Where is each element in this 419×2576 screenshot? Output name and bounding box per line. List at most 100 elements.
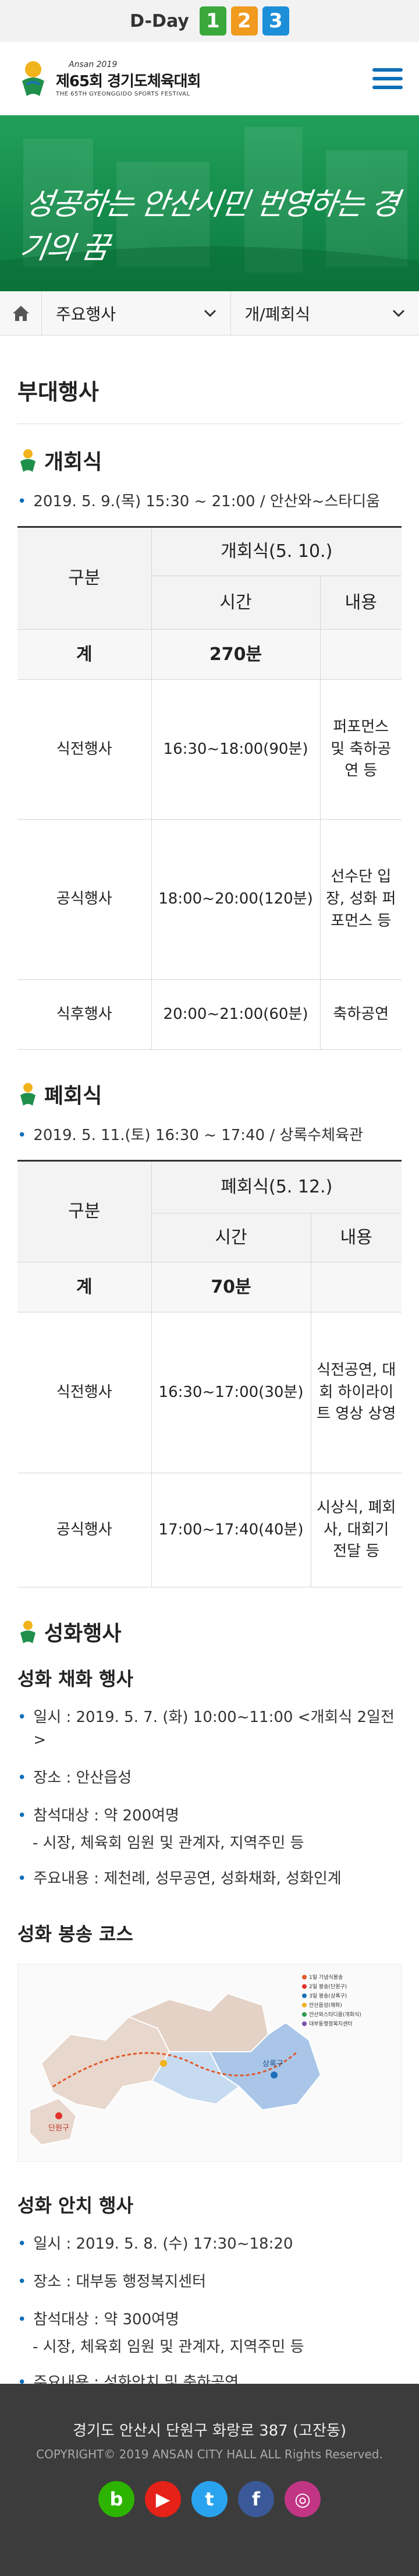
emblem-icon (20, 449, 35, 472)
opening-info: • 2019. 5. 9.(목) 15:30 ~ 21:00 / 안산와~스타디움 (17, 491, 402, 513)
menu-dropdown-sub[interactable]: 개/폐회식 (231, 291, 419, 335)
festival-emblem-icon (22, 61, 44, 96)
closing-info-text: 2019. 5. 11.(토) 16:30 ~ 17:40 / 상록수체육관 (33, 1127, 363, 1144)
sub-navigation: 주요행사 개/폐회식 (0, 291, 419, 336)
section-title-opening: 개회식 (17, 445, 402, 475)
menu-dropdown-main[interactable]: 주요행사 (42, 291, 231, 335)
sns-links: b ▶ t f ◎ (0, 2481, 419, 2517)
collect-main-text: 주요내용 : 제천례, 성무공연, 성화채화, 성화인계 (33, 1870, 342, 1887)
place-date: • 일시 : 2019. 5. 8. (수) 17:30~18:20 (17, 2233, 402, 2256)
collect-people: • 참석대상 : 약 200여명 (17, 1805, 402, 1827)
place-place: • 장소 : 대부동 행정복지센터 (17, 2271, 402, 2293)
opening-info-text: 2019. 5. 9.(목) 15:30 ~ 21:00 / 안산와~스타디움 (33, 493, 381, 510)
table-total-value: 270분 (151, 629, 321, 680)
dday-bar: D-Day 1 2 3 (0, 0, 419, 42)
hero-banner: 성공하는 안산시민 번영하는 경기의 꿈 (0, 115, 419, 291)
table-total-label: 계 (17, 1262, 152, 1312)
dday-digit: 3 (262, 6, 289, 36)
instagram-icon[interactable]: ◎ (285, 2481, 321, 2517)
hamburger-icon[interactable] (372, 66, 403, 91)
footer-address: 경기도 안산시 단원구 화랑로 387 (고잔동) (72, 2422, 347, 2440)
logo-title: 제65회 경기도체육대회 (56, 72, 201, 90)
closing-table: 구분 폐회식(5. 12.) 시간 내용 계 70분 식전행사 16:30~17… (17, 1160, 402, 1587)
table-cell-content: 시상식, 폐회사, 대회기 전달 등 (310, 1473, 402, 1587)
home-icon (12, 305, 29, 321)
facebook-icon[interactable]: f (238, 2481, 274, 2517)
chevron-down-icon (204, 309, 216, 317)
table-header-group: 폐회식(5. 12.) (151, 1160, 402, 1213)
closing-info: • 2019. 5. 11.(토) 16:30 ~ 17:40 / 상록수체육관 (17, 1124, 402, 1147)
menu-dropdown-label: 개/폐회식 (244, 304, 310, 324)
table-header-content: 내용 (310, 1213, 402, 1262)
map-legend-item: 2일 봉송(단원구) (309, 1984, 347, 1990)
map-legend-item: 3일 봉송(상록구) (309, 1993, 347, 1999)
table-header-group: 개회식(5. 10.) (151, 527, 402, 576)
map-legend-item: 안산와스타디움(개회식) (309, 2011, 361, 2018)
blog-icon[interactable]: b (98, 2481, 134, 2517)
torch-place-title: 성화 안치 행사 (17, 2194, 133, 2217)
place-people: • 참석대상 : 약 300여명 (17, 2309, 402, 2331)
table-cell-label: 공식행사 (17, 819, 152, 980)
torch-course-map: 단원구 상록구 1일 기념식봉송 2일 봉송(단원구) 3일 봉송(상록구) 안… (17, 1964, 402, 2162)
collect-date: • 일시 : 2019. 5. 7. (화) 10:00~11:00 <개회식 2… (17, 1706, 402, 1752)
site-header: Ansan 2019 제65회 경기도체육대회 THE 65TH GYEONGG… (0, 42, 419, 115)
table-cell-content: 퍼포먼스 및 축하공연 등 (319, 679, 402, 820)
logo-english: THE 65TH GYEONGGIDO SPORTS FESTIVAL (56, 90, 190, 97)
collect-date-text: 일시 : 2019. 5. 7. (화) 10:00~11:00 <개회식 2일… (33, 1709, 395, 1749)
map-legend-item: 대부동행정복지센터 (309, 2020, 353, 2027)
home-button[interactable] (0, 291, 42, 335)
emblem-icon (20, 1083, 35, 1106)
table-total-label: 계 (17, 629, 152, 680)
torch-collect-title: 성화 채화 행사 (17, 1668, 133, 1690)
site-logo[interactable]: Ansan 2019 제65회 경기도체육대회 THE 65TH GYEONGG… (16, 58, 201, 100)
section-title-text: 폐회식 (44, 1084, 102, 1108)
table-total-value: 70분 (151, 1262, 311, 1312)
collect-people-sub: - 시장, 체육회 임원 및 관계자, 지역주민 등 (33, 1834, 304, 1852)
table-row: 식후행사 20:00~21:00(60분) 축하공연 (17, 979, 402, 1050)
map-label-danwon: 단원구 (48, 2124, 69, 2133)
banner-slogan: 성공하는 안산시민 번영하는 경기의 꿈 (17, 187, 401, 266)
main-content: 부대행사 개회식 • 2019. 5. 9.(목) 15:30 ~ 21:00 /… (0, 336, 419, 2394)
section-title-closing: 폐회식 (17, 1079, 402, 1109)
logo-subtitle: Ansan 2019 (69, 59, 118, 69)
table-cell-label: 식전행사 (17, 1312, 152, 1473)
table-row: 식전행사 16:30~17:00(30분) 식전공연, 대회 하이라이트 영상 … (17, 1312, 402, 1473)
table-cell-time: 16:30~18:00(90분) (151, 679, 321, 820)
page-title: 부대행사 (17, 336, 402, 424)
table-cell-time: 18:00~20:00(120분) (151, 819, 321, 980)
twitter-icon[interactable]: t (191, 2481, 228, 2517)
section-title-text: 성화행사 (44, 1622, 122, 1646)
table-header-content: 내용 (319, 576, 402, 630)
place-date-text: 일시 : 2019. 5. 8. (수) 17:30~18:20 (33, 2235, 293, 2253)
place-place-text: 장소 : 대부동 행정복지센터 (33, 2273, 207, 2291)
table-header-label: 구분 (17, 1160, 152, 1262)
table-cell-time: 17:00~17:40(40분) (151, 1473, 311, 1587)
place-people-text: 참석대상 : 약 300여명 (33, 2311, 179, 2328)
collect-place-text: 장소 : 안산읍성 (33, 1769, 132, 1787)
table-cell-content: 식전공연, 대회 하이라이트 영상 상영 (310, 1312, 402, 1473)
map-legend-item: 안산읍성(채화) (309, 2002, 342, 2009)
collect-main: • 주요내용 : 제천례, 성무공연, 성화채화, 성화인계 (17, 1868, 402, 1890)
dday-label: D-Day (130, 10, 189, 31)
emblem-icon (20, 1621, 35, 1643)
table-cell-label: 공식행사 (17, 1473, 152, 1587)
table-cell-label: 식후행사 (17, 979, 152, 1050)
banner-background (0, 127, 419, 291)
table-total-empty (319, 629, 402, 680)
youtube-icon[interactable]: ▶ (145, 2481, 181, 2517)
table-cell-time: 16:30~17:00(30분) (151, 1312, 311, 1473)
collect-people-text: 참석대상 : 약 200여명 (33, 1807, 179, 1825)
dday-digit: 2 (230, 6, 258, 36)
map-label-sangnok: 상록구 (262, 2060, 283, 2069)
table-cell-time: 20:00~21:00(60분) (151, 979, 321, 1050)
place-people-sub: - 시장, 체육회 임원 및 관계자, 지역주민 등 (33, 2338, 304, 2356)
table-row: 식전행사 16:30~18:00(90분) 퍼포먼스 및 축하공연 등 (17, 679, 402, 820)
map-legend-item: 1일 기념식봉송 (309, 1974, 343, 1981)
torch-course-title: 성화 봉송 코스 (17, 1923, 133, 1945)
chevron-down-icon (392, 309, 405, 317)
table-cell-label: 식전행사 (17, 679, 152, 820)
dday-digit: 1 (199, 6, 226, 36)
table-cell-content: 축하공연 (319, 979, 402, 1050)
footer-copyright: COPYRIGHT© 2019 ANSAN CITY HALL ALL Righ… (36, 2447, 383, 2461)
section-title-torch: 성화행사 (17, 1617, 402, 1647)
